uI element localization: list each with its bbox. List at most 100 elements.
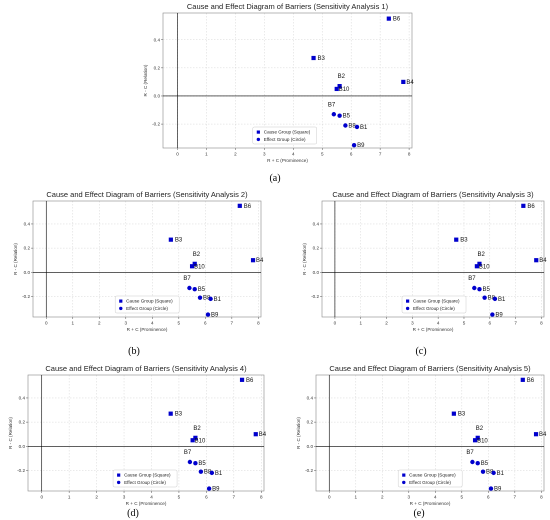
y-tick-label: 0.4 — [154, 37, 161, 42]
x-tick-label: 7 — [231, 321, 234, 326]
point-label-b9: B9 — [212, 487, 220, 493]
x-tick-label: 2 — [385, 321, 388, 326]
point-b5-circle — [477, 287, 482, 292]
chart-title: Cause and Effect Diagram of Barriers (Se… — [187, 2, 389, 11]
point-b9-circle — [205, 312, 211, 317]
legend-square-marker — [406, 299, 410, 303]
point-label-b10: B10 — [195, 438, 206, 444]
point-b10-square — [474, 264, 479, 269]
point-label-b10: B10 — [479, 264, 490, 270]
point-label-b3: B3 — [175, 412, 183, 418]
legend-entry-cause: Cause Group (Square) — [413, 299, 460, 304]
x-tick-label: 0 — [40, 495, 43, 500]
y-tick-label: 0.0 — [24, 270, 31, 275]
point-label-b10: B10 — [194, 264, 205, 270]
x-tick-label: 8 — [257, 321, 260, 326]
plot-frame — [27, 374, 265, 492]
plot-frame — [315, 374, 545, 492]
y-tick-label: 0.4 — [313, 222, 320, 227]
x-tick-label: 2 — [98, 321, 101, 326]
point-label-b9: B9 — [357, 143, 365, 149]
y-tick-label: 0.2 — [313, 246, 320, 251]
point-label-b2: B2 — [477, 252, 485, 258]
x-tick-label: 4 — [434, 495, 437, 500]
y-axis-label: R - C (Relation) — [13, 243, 18, 275]
x-tick-label: 5 — [178, 495, 181, 500]
legend-box — [252, 126, 318, 145]
x-tick-label: 6 — [487, 495, 490, 500]
point-b8-circle — [482, 295, 487, 300]
legend-entry-effect: Effect Group (Circle) — [126, 306, 168, 311]
x-tick-label: 7 — [379, 152, 382, 157]
y-tick-label: 0.0 — [19, 444, 26, 449]
panel-label: (b) — [128, 346, 140, 357]
y-tick-label: 0.0 — [307, 444, 314, 449]
point-label-b4: B4 — [539, 432, 547, 438]
chart-panel-3: 0 1 2 3 4 5 6 7 8 -0.2 0.0 0.2 0.4 Cause and Effect D… — [302, 190, 547, 357]
legend-square-marker — [117, 473, 121, 477]
point-b3-square — [454, 237, 459, 242]
y-tick-label: 0.2 — [307, 420, 314, 425]
point-label-b7: B7 — [466, 450, 474, 456]
x-axis-label: R + C (Prominence) — [413, 327, 454, 332]
panel-label: (e) — [413, 508, 424, 519]
x-tick-label: 0 — [334, 321, 337, 326]
legend-entry-effect: Effect Group (Circle) — [409, 480, 451, 485]
point-b2-square — [475, 435, 480, 440]
x-tick-label: 4 — [292, 152, 295, 157]
x-tick-label: 2 — [95, 495, 98, 500]
point-b7-circle — [472, 285, 477, 291]
point-label-b7: B7 — [184, 450, 192, 456]
point-label-b7: B7 — [468, 276, 476, 282]
legend-box — [401, 295, 467, 314]
point-label-b5: B5 — [198, 461, 206, 467]
point-b4-square — [401, 79, 406, 85]
point-b9-circle — [488, 486, 494, 491]
x-tick-label: 2 — [234, 152, 237, 157]
point-b3-square — [168, 411, 173, 416]
point-b4-square — [253, 432, 258, 437]
legend-entry-cause: Cause Group (Square) — [126, 299, 173, 304]
point-label-b2: B2 — [193, 252, 201, 258]
point-b3-square — [168, 237, 173, 242]
x-tick-label: 6 — [350, 152, 353, 157]
point-label-b8: B8 — [348, 124, 356, 130]
point-b5-circle — [193, 461, 198, 466]
legend-entry-effect: Effect Group (Circle) — [413, 306, 455, 311]
point-label-b7: B7 — [328, 102, 336, 108]
point-label-b2: B2 — [338, 74, 346, 80]
x-tick-label: 7 — [233, 495, 236, 500]
point-label-b1: B1 — [214, 297, 222, 303]
point-b5-circle — [192, 287, 197, 292]
x-tick-label: 4 — [151, 321, 154, 326]
y-tick-label: 0.0 — [313, 270, 320, 275]
x-tick-label: 5 — [178, 321, 181, 326]
point-label-b2: B2 — [193, 426, 201, 432]
point-label-b9: B9 — [494, 487, 502, 493]
y-axis-label: R - C (Relation) — [296, 417, 301, 449]
legend-circle-marker — [256, 137, 261, 142]
chart-panel-2: 0 1 2 3 4 5 6 7 8 -0.2 0.0 0.2 0.4 Cause and Effect D… — [13, 190, 264, 357]
point-b5-circle — [475, 461, 480, 466]
x-tick-label: 0 — [45, 321, 48, 326]
y-tick-label: -0.2 — [305, 468, 313, 473]
x-tick-label: 5 — [461, 495, 464, 500]
x-tick-label: 1 — [359, 321, 362, 326]
x-tick-label: 6 — [489, 321, 492, 326]
point-label-b4: B4 — [406, 80, 414, 86]
y-tick-label: 0.2 — [24, 246, 31, 251]
x-tick-label: 1 — [68, 495, 71, 500]
y-tick-label: -0.2 — [152, 122, 160, 127]
point-b1-circle — [354, 124, 360, 130]
point-b2-square — [193, 435, 198, 440]
y-tick-label: 0.2 — [19, 420, 26, 425]
x-axis-label: R + C (Prominence) — [267, 158, 308, 163]
point-b6-square — [386, 16, 391, 21]
x-tick-label: 1 — [205, 152, 208, 157]
legend-square-marker — [402, 473, 406, 477]
point-b1-circle — [491, 470, 496, 476]
point-label-b4: B4 — [539, 258, 547, 264]
point-label-b8: B8 — [203, 296, 211, 302]
x-tick-label: 3 — [263, 152, 266, 157]
